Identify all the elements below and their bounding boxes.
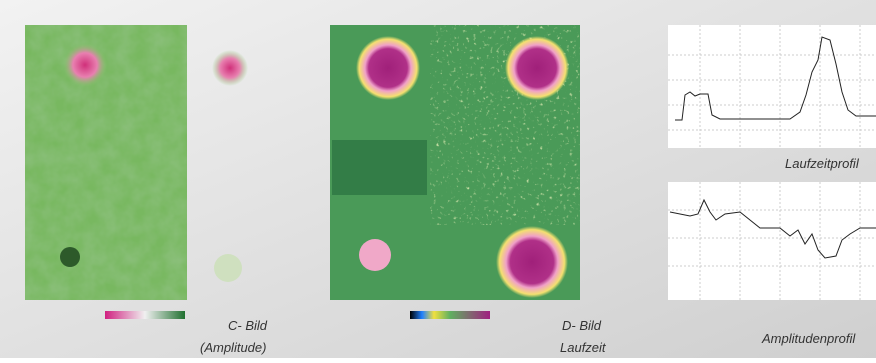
profile-line bbox=[675, 36, 876, 121]
caption: Amplitudenprofil bbox=[761, 331, 856, 346]
caption: C- Bild bbox=[228, 318, 268, 333]
d-blob bbox=[505, 36, 569, 100]
d-blob bbox=[356, 36, 420, 100]
profile-line bbox=[669, 198, 876, 259]
c-colorbar bbox=[105, 311, 185, 319]
caption: Laufzeitprofil bbox=[785, 156, 860, 171]
caption: D- Bild bbox=[562, 318, 602, 333]
caption: (Amplitude) bbox=[200, 340, 266, 355]
grid bbox=[668, 182, 876, 300]
d-dark-zone bbox=[332, 140, 427, 195]
caption: Laufzeit bbox=[560, 340, 607, 355]
c-blob bbox=[212, 50, 248, 86]
d-blob bbox=[496, 226, 568, 298]
c-blob bbox=[60, 247, 80, 267]
profile-plot bbox=[668, 25, 876, 148]
d-colorbar bbox=[410, 311, 490, 319]
profile-plot bbox=[668, 182, 876, 300]
d-blob bbox=[359, 239, 391, 271]
grid bbox=[668, 25, 876, 148]
c-blob bbox=[214, 254, 242, 282]
c-blob bbox=[63, 43, 107, 87]
